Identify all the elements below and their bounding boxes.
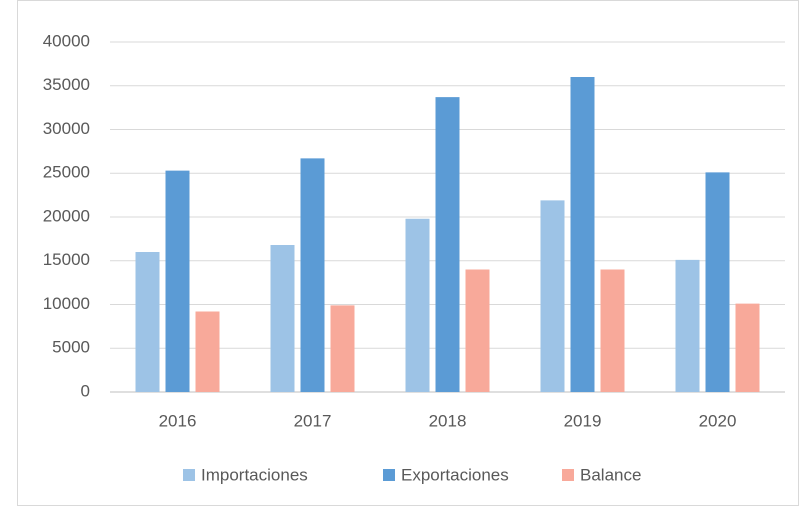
x-tick-label: 2020 — [699, 411, 737, 430]
y-tick-label: 10000 — [43, 294, 90, 313]
legend-label: Balance — [580, 465, 641, 484]
bar — [435, 97, 460, 392]
y-tick-label: 30000 — [43, 119, 90, 138]
bar — [135, 252, 160, 392]
y-tick-label: 25000 — [43, 163, 90, 182]
bar — [195, 311, 220, 392]
legend-swatch — [183, 469, 195, 481]
x-tick-label: 2018 — [429, 411, 467, 430]
bar — [300, 158, 325, 392]
bar — [600, 269, 625, 392]
legend-swatch — [383, 469, 395, 481]
bar — [465, 269, 490, 392]
bar — [165, 170, 190, 392]
bar — [270, 245, 295, 392]
bar — [675, 259, 700, 392]
legend-swatch — [562, 469, 574, 481]
y-tick-label: 0 — [81, 381, 90, 400]
x-tick-label: 2019 — [564, 411, 602, 430]
bar — [540, 200, 565, 392]
legend-label: Importaciones — [201, 465, 308, 484]
y-tick-label: 5000 — [52, 338, 90, 357]
x-tick-label: 2016 — [159, 411, 197, 430]
y-tick-label: 15000 — [43, 250, 90, 269]
y-tick-label: 40000 — [43, 31, 90, 50]
bar — [735, 303, 760, 392]
y-tick-label: 35000 — [43, 75, 90, 94]
legend-label: Exportaciones — [401, 465, 509, 484]
y-tick-label: 20000 — [43, 206, 90, 225]
bar — [330, 305, 355, 392]
x-tick-label: 2017 — [294, 411, 332, 430]
bar — [570, 77, 595, 392]
bar — [705, 172, 730, 392]
bar — [405, 218, 430, 392]
